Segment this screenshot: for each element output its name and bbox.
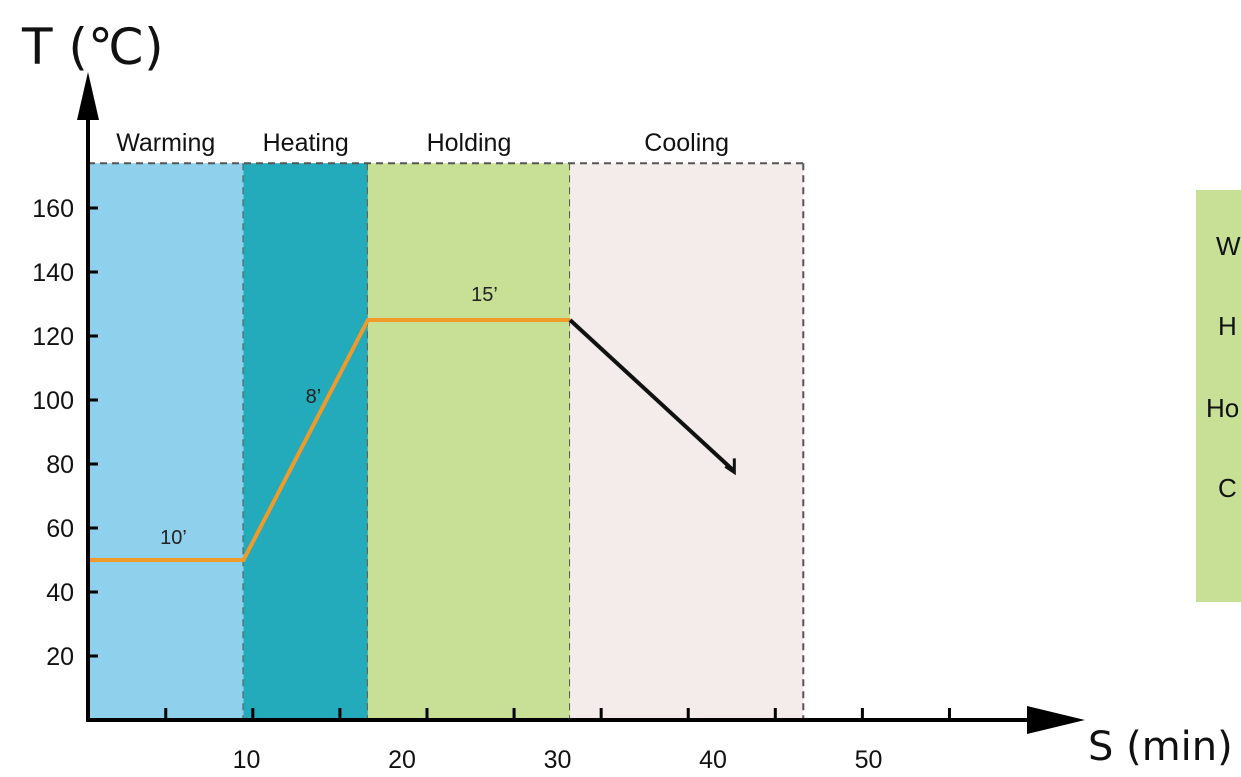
x-tick-label-40: 40 <box>699 746 727 774</box>
legend-background <box>1196 190 1241 602</box>
legend-box: W H Ho C <box>1196 190 1241 602</box>
legend-items: W H Ho C <box>1206 231 1241 503</box>
y-tick-label-60: 60 <box>46 515 74 543</box>
y-tick-label-40: 40 <box>46 579 74 607</box>
tick-marks: 20 40 60 80 100 120 140 160 10 20 30 40 50 <box>32 195 951 774</box>
x-tick-label-50: 50 <box>855 746 883 774</box>
y-tick-label-20: 20 <box>46 643 74 671</box>
legend-item-1: W <box>1216 231 1241 261</box>
series-line-2 <box>568 318 735 472</box>
phase-bands: Warming Heating Holding Cooling <box>88 129 805 720</box>
series-lines <box>88 318 736 562</box>
phase-band-holding <box>367 163 571 720</box>
legend-item-2: H <box>1218 311 1237 341</box>
duration-label-2: 8’ <box>306 386 322 408</box>
legend-item-4: C <box>1218 473 1237 503</box>
x-axis-title: S (min) <box>1088 724 1233 770</box>
phase-band-cooling <box>570 163 804 720</box>
duration-label-1: 10’ <box>160 527 187 549</box>
y-tick-label-120: 120 <box>32 323 74 351</box>
phase-band-warming <box>88 163 244 720</box>
y-tick-label-80: 80 <box>46 451 74 479</box>
cooling-line-end-mark <box>724 458 736 476</box>
x-tick-label-30: 30 <box>544 746 572 774</box>
duration-label-3: 15’ <box>471 284 498 306</box>
phase-label-warming: Warming <box>116 129 215 157</box>
legend-item-3: Ho <box>1206 393 1239 423</box>
x-tick-label-10: 10 <box>233 746 261 774</box>
y-axis-arrowhead <box>77 72 99 120</box>
y-tick-label-100: 100 <box>32 387 74 415</box>
x-axis-arrowhead <box>1027 706 1085 734</box>
series-line-1 <box>88 318 571 562</box>
axes: T (℃) S (min) <box>21 18 1233 770</box>
y-axis-title: T (℃) <box>21 18 164 76</box>
phase-label-heating: Heating <box>263 129 349 157</box>
y-tick-label-160: 160 <box>32 195 74 223</box>
phase-label-cooling: Cooling <box>644 129 729 157</box>
phase-label-holding: Holding <box>427 129 512 157</box>
duration-annotations: 10’ 8’ 15’ <box>160 284 498 549</box>
y-tick-label-140: 140 <box>32 259 74 287</box>
x-tick-label-20: 20 <box>388 746 416 774</box>
